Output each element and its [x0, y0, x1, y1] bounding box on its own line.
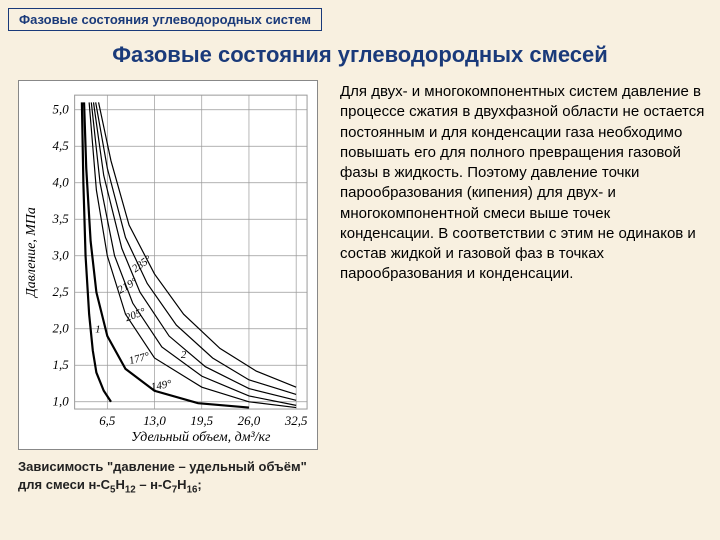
svg-text:149°: 149° — [150, 378, 173, 394]
caption-text: Н — [177, 477, 186, 492]
svg-text:1: 1 — [95, 323, 100, 335]
svg-text:3,5: 3,5 — [52, 211, 70, 226]
chart-caption: Зависимость "давление – удельный объём" … — [18, 458, 328, 496]
svg-text:2,0: 2,0 — [53, 321, 70, 336]
svg-text:4,5: 4,5 — [53, 138, 70, 153]
svg-text:219°: 219° — [116, 275, 140, 296]
svg-text:19,5: 19,5 — [190, 413, 213, 428]
svg-text:Давление, МПа: Давление, МПа — [24, 207, 39, 299]
pressure-volume-chart: 5,0 4,5 4,0 3,5 3,0 2,5 2,0 1,5 1,0 6,5 13,0 19,5 26… — [18, 80, 318, 450]
title-text: Фазовые состояния углеводородных смесей — [112, 42, 608, 67]
svg-text:5,0: 5,0 — [53, 102, 70, 117]
svg-text:3,0: 3,0 — [52, 248, 70, 263]
svg-text:2,5: 2,5 — [53, 284, 70, 299]
svg-text:26,0: 26,0 — [238, 413, 261, 428]
svg-text:177°: 177° — [128, 350, 152, 367]
svg-text:32,5: 32,5 — [284, 413, 308, 428]
svg-text:205°: 205° — [124, 306, 148, 325]
svg-text:6,5: 6,5 — [99, 413, 116, 428]
svg-text:Удельный объем, дм³/кг: Удельный объем, дм³/кг — [131, 430, 271, 445]
banner: Фазовые состояния углеводородных систем — [8, 8, 322, 31]
body-text: Для двух- и многокомпонентных систем дав… — [340, 82, 705, 285]
svg-text:13,0: 13,0 — [143, 413, 166, 428]
caption-text: ; — [197, 477, 201, 492]
caption-sub: 12 — [125, 484, 136, 495]
caption-sub: 16 — [187, 484, 198, 495]
page-title: Фазовые состояния углеводородных смесей — [0, 42, 720, 68]
chart-svg: 5,0 4,5 4,0 3,5 3,0 2,5 2,0 1,5 1,0 6,5 13,0 19,5 26… — [19, 81, 317, 449]
caption-text: Н — [115, 477, 124, 492]
banner-text: Фазовые состояния углеводородных систем — [19, 12, 311, 27]
svg-text:1,5: 1,5 — [53, 357, 70, 372]
caption-text: – н-C — [136, 477, 172, 492]
svg-text:1,0: 1,0 — [53, 394, 70, 409]
body-paragraph: Для двух- и многокомпонентных систем дав… — [340, 83, 704, 282]
svg-text:2: 2 — [181, 349, 187, 361]
svg-text:4,0: 4,0 — [53, 175, 70, 190]
